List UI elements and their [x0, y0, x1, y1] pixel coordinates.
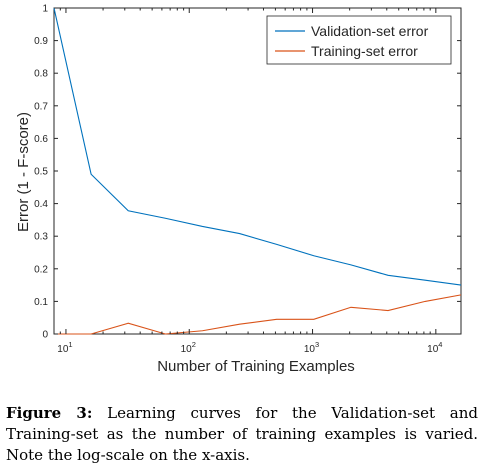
figure-caption: Figure 3: Learning curves for the Valida…	[6, 403, 478, 466]
x-tick-label: 101	[57, 340, 72, 355]
x-tick-label: 103	[304, 340, 319, 355]
y-axis-label: Error (1 - F-score)	[15, 112, 32, 232]
y-tick-label: 0.7	[34, 101, 48, 112]
series-line-1	[53, 7, 462, 286]
y-tick-label: 0.3	[34, 232, 48, 243]
y-tick-label: 0.6	[34, 134, 48, 145]
y-tick-label: 0.5	[34, 167, 48, 178]
legend-label: Validation-set error	[311, 23, 429, 39]
y-tick-label: 0.4	[34, 199, 48, 210]
x-axis-label: Number of Training Examples	[157, 358, 355, 375]
x-tick-label: 104	[427, 340, 442, 355]
y-tick-label: 0	[42, 330, 48, 341]
caption-label: Figure 3:	[6, 404, 93, 422]
x-tick-label: 102	[181, 340, 196, 355]
legend-label: Training-set error	[311, 43, 418, 59]
y-tick-label: 1	[42, 4, 48, 15]
learning-curve-chart: 0 0.1 0.2 0.3 0.4 0.5 0.6 0.7 0.8 0.9 1 101 102 103 10…	[15, 4, 462, 375]
y-tick-label: 0.2	[34, 264, 48, 275]
y-tick-label: 0.9	[34, 36, 48, 47]
y-tick-label: 0.8	[34, 69, 48, 80]
legend-box	[266, 15, 452, 65]
y-tick-label: 0.1	[34, 297, 48, 308]
series-line-2	[54, 294, 462, 335]
caption-text: Learning curves for the Validation-set a…	[6, 404, 478, 464]
